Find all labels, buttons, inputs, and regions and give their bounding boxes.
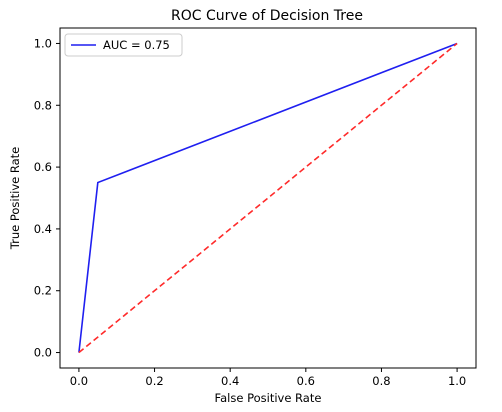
legend-box xyxy=(64,33,183,57)
chart-title: ROC Curve of Decision Tree xyxy=(171,8,363,24)
legend-label: AUC = 0.75 xyxy=(103,38,170,52)
legend: AUC = 0.75 xyxy=(64,33,183,57)
diagonal-reference-line xyxy=(78,42,458,354)
roc-curve-line xyxy=(78,42,458,353)
series-layer xyxy=(78,42,458,354)
y-axis-ticks: 0.0 0.2 0.4 0.6 0.8 1.0 xyxy=(34,36,60,360)
x-tick-label: 0.4 xyxy=(221,374,239,388)
x-axis-ticks: 0.0 0.2 0.4 0.6 0.8 1.0 xyxy=(70,368,466,388)
x-axis-label: False Positive Rate xyxy=(215,391,322,405)
plot-frame xyxy=(59,27,477,369)
y-tick-label: 0.8 xyxy=(34,98,52,112)
y-tick-label: 0.4 xyxy=(34,222,52,236)
y-tick-label: 0.6 xyxy=(34,160,52,174)
x-tick-label: 0.8 xyxy=(372,374,390,388)
x-tick-label: 0.2 xyxy=(145,374,163,388)
x-tick-label: 0.0 xyxy=(70,374,88,388)
x-tick-label: 0.6 xyxy=(297,374,315,388)
y-axis-label: True Positive Rate xyxy=(8,147,22,250)
y-tick-label: 1.0 xyxy=(34,36,52,50)
x-tick-label: 1.0 xyxy=(448,374,466,388)
y-tick-label: 0.2 xyxy=(34,284,52,298)
y-tick-label: 0.0 xyxy=(34,346,52,360)
